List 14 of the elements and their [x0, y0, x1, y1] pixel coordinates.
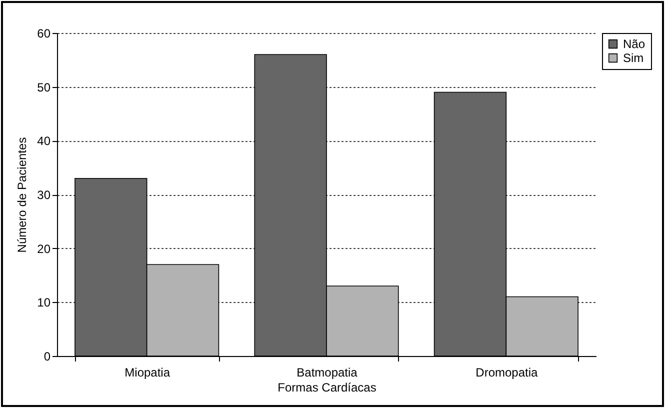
y-tick-label: 30	[37, 188, 51, 202]
x-tick-label: Dromopatia	[476, 366, 538, 380]
y-tick-label: 50	[37, 80, 51, 94]
x-tick-label: Batmopatia	[296, 366, 358, 380]
y-tick-label: 60	[37, 26, 51, 40]
y-tick-label: 10	[37, 296, 51, 310]
legend-label: Sim	[623, 51, 644, 65]
y-axis-title: Número de Pacientes	[15, 137, 30, 253]
x-axis-title: Formas Cardíacas	[278, 380, 376, 394]
legend-label: Não	[623, 37, 646, 51]
x-tick-label: Miopatia	[124, 366, 170, 380]
y-tick-label: 40	[37, 134, 51, 148]
y-tick-label: 20	[37, 242, 51, 256]
y-tick-label: 0	[44, 350, 51, 364]
